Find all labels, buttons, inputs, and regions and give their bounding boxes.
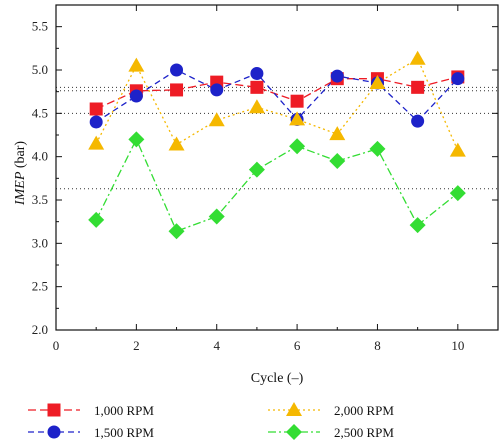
plot-area: 0 2 4 6 8 10 2.0 2.5 3.0 3.5 4.0 4.5 5.0 5.5 bbox=[32, 4, 499, 353]
legend-marker bbox=[286, 424, 302, 440]
data-point bbox=[411, 80, 425, 94]
y-axis-label-unit: (bar) bbox=[13, 141, 28, 172]
legend-label: 1,500 RPM bbox=[94, 425, 154, 440]
legend-label: 2,000 RPM bbox=[334, 403, 394, 418]
data-point bbox=[250, 66, 264, 80]
series-line bbox=[95, 57, 459, 151]
data-point bbox=[170, 63, 184, 77]
legend-marker bbox=[286, 402, 302, 416]
y-tick-label: 4.5 bbox=[32, 105, 48, 120]
data-point bbox=[89, 102, 103, 116]
data-point bbox=[329, 153, 346, 169]
y-tick-label: 3.0 bbox=[32, 235, 48, 250]
y-tick-label: 5.5 bbox=[32, 19, 48, 34]
legend-marker bbox=[47, 403, 61, 417]
legend-marker bbox=[47, 425, 61, 439]
data-point bbox=[369, 140, 386, 157]
data-point bbox=[290, 94, 304, 108]
y-axis-label-name: IMEP bbox=[13, 171, 28, 206]
y-tick-label: 5.0 bbox=[32, 62, 48, 77]
x-tick-label: 2 bbox=[133, 338, 140, 353]
legend-label: 2,500 RPM bbox=[334, 425, 394, 440]
data-point bbox=[168, 223, 185, 240]
y-axis-label: IMEP (bar) bbox=[13, 141, 28, 206]
series-line bbox=[95, 76, 458, 110]
y-tick-label: 3.5 bbox=[32, 192, 48, 207]
plot-frame bbox=[55, 4, 499, 331]
data-point bbox=[208, 112, 225, 127]
data-point bbox=[250, 80, 264, 94]
data-point bbox=[409, 217, 426, 234]
data-point bbox=[451, 72, 465, 86]
y-tick-label: 4.0 bbox=[32, 149, 48, 164]
data-point bbox=[128, 57, 145, 72]
data-point bbox=[88, 211, 105, 228]
data-point bbox=[129, 89, 143, 103]
data-point bbox=[208, 208, 225, 225]
legend: 1,000 RPM 1,500 RPM 2,000 RPM 2,500 RPM bbox=[28, 402, 394, 440]
data-point bbox=[369, 75, 386, 89]
data-point bbox=[128, 131, 145, 148]
data-point bbox=[449, 142, 466, 157]
y-tick-label: 2.5 bbox=[32, 279, 48, 294]
data-point bbox=[449, 185, 466, 202]
data-point bbox=[168, 136, 185, 151]
x-tick-label: 4 bbox=[213, 338, 220, 353]
data-point bbox=[248, 161, 265, 178]
x-tick-label: 6 bbox=[294, 338, 301, 353]
x-tick-label: 0 bbox=[53, 338, 60, 353]
data-point bbox=[88, 135, 105, 150]
data-point bbox=[330, 69, 344, 83]
data-point bbox=[248, 99, 265, 114]
data-point bbox=[289, 138, 306, 155]
data-point bbox=[411, 114, 425, 128]
series-line bbox=[95, 69, 459, 123]
data-point bbox=[329, 126, 346, 141]
data-point bbox=[409, 50, 426, 65]
data-point bbox=[89, 115, 103, 129]
y-tick-label: 2.0 bbox=[32, 322, 48, 337]
x-tick-label: 10 bbox=[451, 338, 464, 353]
data-point bbox=[170, 83, 184, 97]
x-tick-label: 8 bbox=[374, 338, 381, 353]
legend-label: 1,000 RPM bbox=[94, 403, 154, 418]
data-point bbox=[210, 83, 224, 97]
data-point bbox=[289, 111, 306, 126]
x-axis-label: Cycle (–) bbox=[251, 371, 304, 386]
series-line bbox=[95, 137, 459, 233]
